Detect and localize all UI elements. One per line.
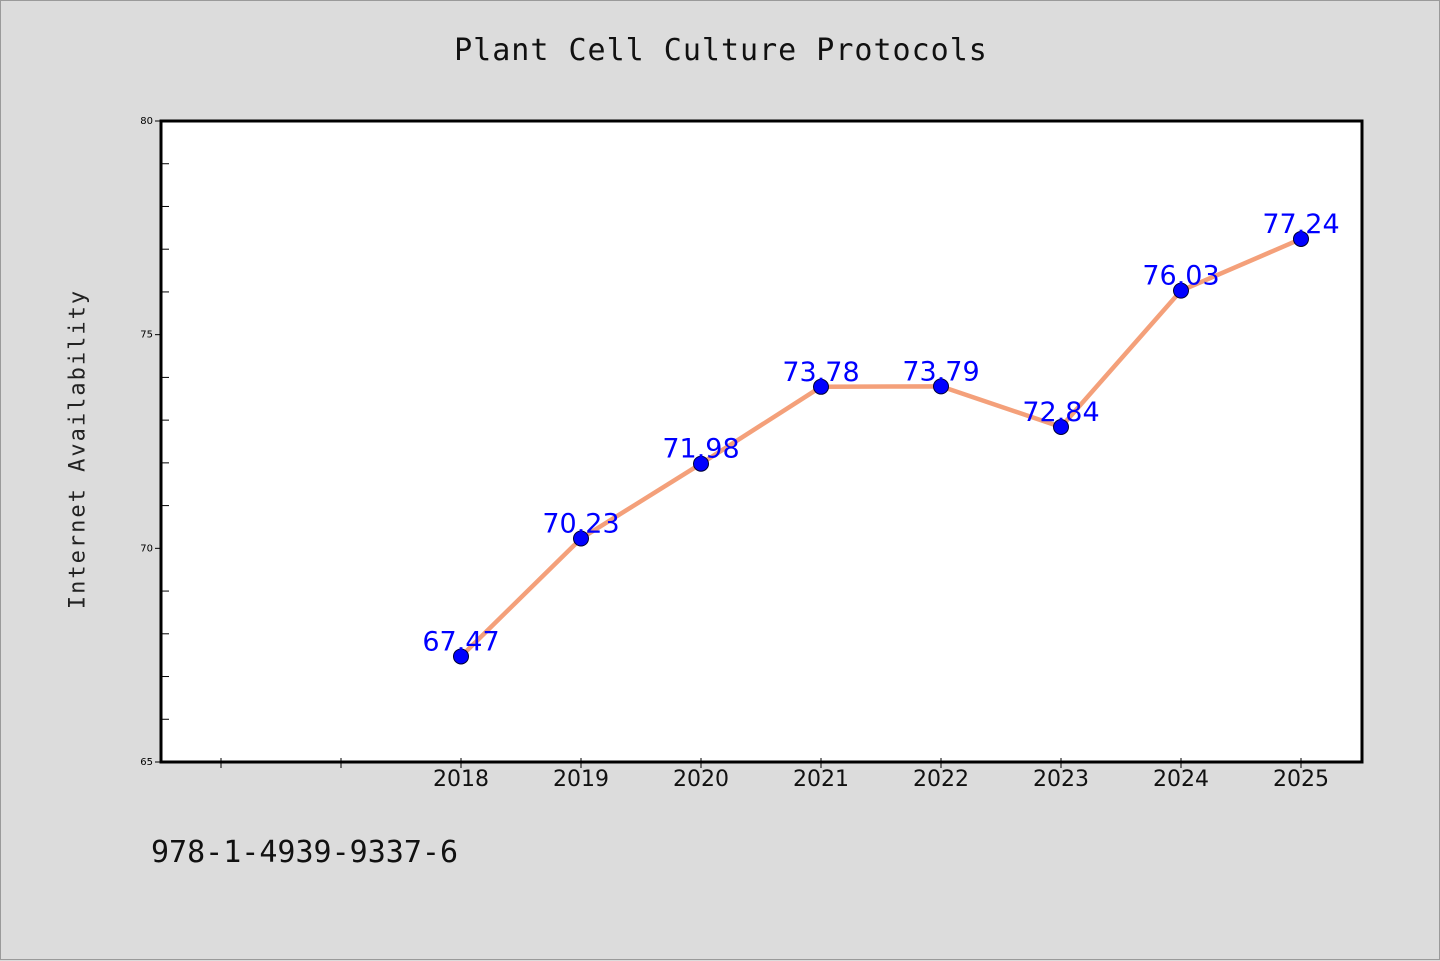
x-tick-label: 2020 xyxy=(673,767,729,792)
y-axis-label: Internet Availability xyxy=(65,288,91,610)
x-tick-label: 2021 xyxy=(793,767,849,792)
data-label: 72.84 xyxy=(1022,397,1099,428)
data-point xyxy=(1053,418,1069,435)
y-tick-label: 75 xyxy=(140,330,153,341)
data-label: 71.98 xyxy=(662,434,739,465)
x-tick-label: 2025 xyxy=(1273,767,1329,792)
y-tick-label: 70 xyxy=(140,543,153,554)
data-label: 76.03 xyxy=(1142,261,1219,292)
data-label: 73.79 xyxy=(902,356,979,387)
chart-title: Plant Cell Culture Protocols xyxy=(454,33,988,68)
x-tick-label: 2023 xyxy=(1033,767,1089,792)
x-tick-label: 2024 xyxy=(1153,767,1209,792)
isbn-text: 978-1-4939-9337-6 xyxy=(151,835,459,870)
x-tick-label: 2018 xyxy=(433,767,489,792)
data-point xyxy=(453,648,469,665)
data-point xyxy=(933,378,949,395)
x-tick-label: 2019 xyxy=(553,767,609,792)
y-tick-label: 65 xyxy=(140,757,153,768)
data-point xyxy=(573,530,589,547)
data-point xyxy=(1173,282,1189,299)
data-point xyxy=(1293,230,1309,247)
data-point xyxy=(693,455,709,472)
data-label: 67.47 xyxy=(422,626,499,657)
data-label: 77.24 xyxy=(1262,209,1339,240)
x-tick-label: 2022 xyxy=(913,767,969,792)
data-label: 73.78 xyxy=(782,357,859,388)
data-point xyxy=(813,378,829,395)
y-tick-label: 80 xyxy=(140,116,153,127)
data-label: 70.23 xyxy=(542,509,619,540)
plot-area xyxy=(159,119,1364,764)
series-line xyxy=(458,236,1304,659)
